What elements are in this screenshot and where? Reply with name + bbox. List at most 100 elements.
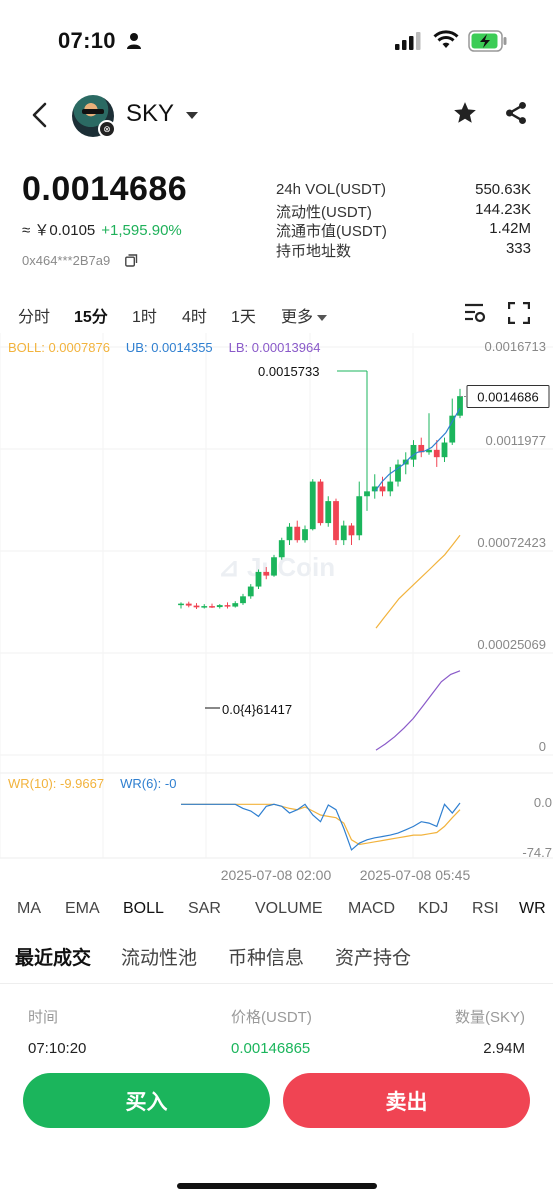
chain-badge-icon: ⊗ bbox=[98, 120, 116, 138]
section-tabs: 最近成交 流动性池 币种信息 资产持仓 bbox=[0, 940, 553, 980]
buy-button[interactable]: 买入 bbox=[23, 1073, 270, 1128]
candle-body bbox=[247, 586, 254, 597]
y-axis-label: 0.00072423 bbox=[477, 535, 546, 550]
candle-body bbox=[240, 596, 246, 604]
ind-wr[interactable]: WR bbox=[519, 900, 546, 917]
wr-axis-label: -74.7 bbox=[522, 845, 552, 860]
y-axis-label: 0.0011977 bbox=[486, 433, 547, 448]
candle-body bbox=[395, 464, 401, 482]
stat-row: 流通市值(USDT) 1.42M bbox=[276, 220, 531, 240]
candle-body bbox=[216, 605, 223, 608]
candle-body bbox=[309, 481, 316, 530]
tab-liquidity-pool[interactable]: 流动性池 bbox=[121, 948, 198, 969]
wr-legend: WR(10): -9.9667 WR(6): -0 bbox=[8, 776, 192, 791]
timeframe-bar: 分时 15分 1时 4时 1天 更多 bbox=[0, 300, 553, 330]
price-fiat-row: ≈ ￥0.0105 +1,595.90% bbox=[22, 219, 182, 240]
ind-boll[interactable]: BOLL bbox=[123, 900, 164, 917]
candle-body bbox=[201, 606, 208, 608]
candle-body bbox=[325, 501, 332, 524]
candle-body bbox=[364, 491, 370, 497]
stat-row: 持币地址数 333 bbox=[276, 239, 531, 260]
tab-coin-info[interactable]: 币种信息 bbox=[228, 948, 305, 969]
caret-down-icon bbox=[317, 314, 328, 321]
y-axis-label: 0.0016713 bbox=[485, 339, 546, 354]
boll-ub-line bbox=[374, 408, 461, 492]
candle-body bbox=[224, 605, 231, 607]
low-price-label: 0.0{4}61417 bbox=[222, 702, 292, 717]
token-header: ⊗ SKY bbox=[0, 90, 553, 140]
wr6-line bbox=[181, 802, 461, 851]
candle-body bbox=[441, 442, 448, 458]
tf-4h[interactable]: 4时 bbox=[182, 309, 207, 326]
tab-recent-trades[interactable]: 最近成交 bbox=[15, 948, 92, 969]
favorite-star-icon[interactable] bbox=[452, 100, 478, 126]
boll-mid-line bbox=[375, 534, 461, 629]
candle-body bbox=[333, 501, 339, 541]
candle-body bbox=[232, 603, 239, 607]
price-chart[interactable]: ⊿ JuCoin 0.0016713 0.0011977 0.00072423 0.0… bbox=[0, 333, 553, 888]
stat-row: 24h VOL(USDT) 550.63K bbox=[276, 181, 531, 198]
boll-lb-line bbox=[375, 670, 461, 751]
token-stats: 24h VOL(USDT) 550.63K 流动性(USDT) 144.23K 流通… bbox=[276, 181, 531, 260]
chart-settings-icon[interactable] bbox=[463, 302, 487, 324]
token-name[interactable]: SKY bbox=[126, 100, 175, 127]
back-icon[interactable] bbox=[28, 100, 52, 130]
candle-body bbox=[263, 571, 270, 576]
divider bbox=[0, 983, 553, 984]
candle-body bbox=[426, 449, 432, 453]
copy-icon[interactable] bbox=[125, 254, 138, 267]
candle-body bbox=[278, 540, 285, 558]
candle-body bbox=[340, 525, 347, 541]
tf-15m[interactable]: 15分 bbox=[74, 309, 108, 326]
ind-rsi[interactable]: RSI bbox=[472, 900, 499, 917]
ind-ma[interactable]: MA bbox=[17, 900, 41, 917]
indicator-bar: MA EMA BOLL SAR VOLUME MACD KDJ RSI WR bbox=[0, 897, 553, 923]
col-price: 价格(USDT) bbox=[231, 1009, 312, 1026]
candle-body bbox=[433, 449, 440, 458]
y-axis-label: 0 bbox=[539, 739, 546, 754]
ind-sar[interactable]: SAR bbox=[188, 900, 221, 917]
tab-holdings[interactable]: 资产持仓 bbox=[335, 948, 412, 969]
candlestick-chart-svg[interactable]: ⊿ JuCoin 0.00167130.00119770.000724230.0… bbox=[0, 333, 553, 888]
wr6-value: WR(6): -0 bbox=[120, 776, 177, 791]
candle-body bbox=[317, 481, 324, 524]
candle-body bbox=[271, 557, 277, 576]
x-axis-label: 2025-07-08 05:45 bbox=[360, 867, 471, 883]
price-change: +1,595.90% bbox=[101, 222, 182, 239]
candle-body bbox=[294, 526, 301, 541]
candle-body bbox=[286, 526, 293, 541]
col-time: 时间 bbox=[28, 1009, 59, 1026]
price-cny: ≈ ￥0.0105 bbox=[22, 222, 96, 239]
candle-body bbox=[193, 605, 200, 608]
token-dropdown-icon[interactable] bbox=[186, 112, 198, 119]
ind-ema[interactable]: EMA bbox=[65, 900, 100, 917]
trade-qty: 2.94M bbox=[483, 1040, 525, 1054]
share-icon[interactable] bbox=[503, 100, 529, 126]
ind-kdj[interactable]: KDJ bbox=[418, 900, 449, 917]
contract-address: 0x464***2B7a9 bbox=[22, 253, 111, 268]
trade-time: 07:10:20 bbox=[28, 1040, 87, 1054]
boll-value: BOLL: 0.0007876 bbox=[8, 340, 110, 355]
ind-macd[interactable]: MACD bbox=[348, 900, 396, 917]
candle-body bbox=[418, 444, 425, 453]
candle-body bbox=[457, 396, 463, 416]
last-price-box bbox=[466, 384, 550, 408]
stat-row: 流动性(USDT) 144.23K bbox=[276, 200, 531, 221]
status-time: 07:10 bbox=[58, 28, 116, 53]
candle-body bbox=[255, 571, 262, 587]
current-price: 0.0014686 bbox=[22, 170, 188, 208]
wifi-icon bbox=[433, 30, 459, 48]
ind-volume[interactable]: VOLUME bbox=[255, 900, 323, 917]
high-price-label: 0.0015733 bbox=[258, 364, 319, 379]
tf-more[interactable]: 更多 bbox=[281, 303, 328, 327]
signal-icon bbox=[395, 32, 421, 50]
fullscreen-icon[interactable] bbox=[508, 302, 530, 324]
tf-line[interactable]: 分时 bbox=[18, 309, 51, 326]
wr-axis-label: 0.0 bbox=[534, 795, 552, 810]
boll-legend: BOLL: 0.0007876 UB: 0.0014355 LB: 0.000139… bbox=[8, 340, 336, 355]
tf-1h[interactable]: 1时 bbox=[132, 309, 157, 326]
sell-button[interactable]: 卖出 bbox=[283, 1073, 530, 1128]
tf-1d[interactable]: 1天 bbox=[231, 309, 256, 326]
action-bar: 买入 卖出 bbox=[0, 1055, 553, 1200]
candle-body bbox=[302, 529, 308, 541]
